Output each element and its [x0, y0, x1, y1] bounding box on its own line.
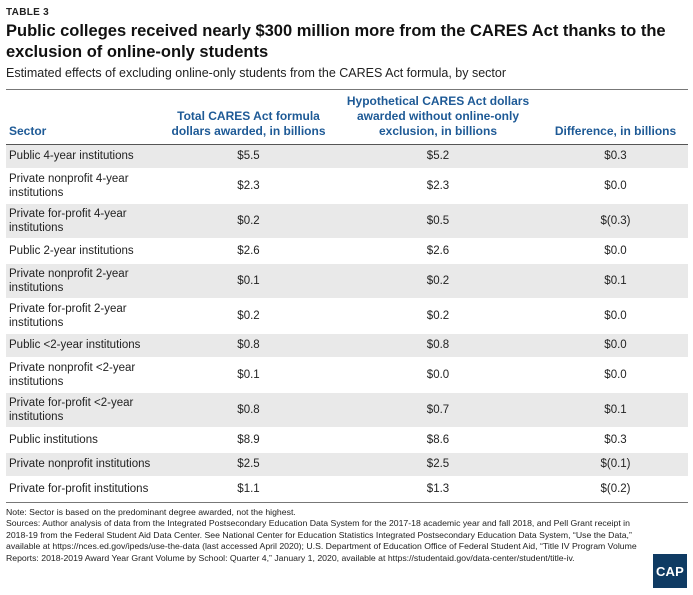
total-cell: $0.8: [237, 339, 260, 352]
difference-cell: $0.0: [604, 180, 627, 192]
column-header-hypothetical: Hypothetical CARES Act dollars awarded w…: [346, 93, 530, 138]
difference-cell: $0.0: [604, 309, 627, 322]
column-header-sector: Sector: [9, 123, 47, 138]
table-row: Private nonprofit 4-year institutions $2…: [6, 168, 688, 204]
top-divider: [6, 89, 688, 90]
table-header-row: Sector Total CARES Act formula dollars a…: [6, 90, 688, 144]
column-header-total: Total CARES Act formula dollars awarded,…: [171, 108, 326, 138]
table-row: Public <2-year institutions $0.8 $0.8 $0…: [6, 333, 688, 358]
sector-cell: Public 4-year institutions: [9, 150, 134, 163]
hypothetical-cell: $0.0: [426, 369, 450, 381]
hypothetical-cell: $0.7: [426, 404, 450, 416]
sector-cell: Private nonprofit <2-year institutions: [9, 362, 136, 388]
table-figure: TABLE 3 Public colleges received nearly …: [6, 7, 688, 564]
data-table: Sector Total CARES Act formula dollars a…: [6, 90, 688, 502]
sector-cell: Private nonprofit 2-year institutions: [9, 267, 129, 294]
hypothetical-cell: $0.2: [426, 309, 450, 322]
column-header-difference: Difference, in billions: [554, 123, 677, 138]
total-cell: $2.5: [237, 458, 260, 471]
sector-cell: Public <2-year institutions: [9, 339, 141, 352]
sector-cell: Private for-profit 2-year institutions: [9, 302, 127, 329]
total-cell: $0.8: [237, 404, 260, 416]
table-row: Private for-profit 2-year institutions $…: [6, 298, 688, 333]
total-cell: $5.5: [237, 150, 260, 163]
bottom-divider: [6, 501, 688, 503]
sector-cell: Private nonprofit institutions: [9, 458, 151, 471]
table-row: Public 2-year institutions $2.6 $2.6 $0.…: [6, 238, 688, 263]
total-cell: $2.3: [237, 180, 260, 192]
total-cell: $0.1: [237, 369, 260, 381]
notes-section: Note: Sector is based on the predominant…: [6, 507, 642, 565]
sector-cell: Private for-profit institutions: [9, 482, 149, 495]
page-title: Public colleges received nearly $300 mil…: [6, 22, 666, 61]
difference-cell: $0.3: [604, 150, 627, 163]
sector-cell: Private nonprofit 4-year institutions: [9, 173, 129, 199]
difference-cell: $(0.2): [600, 482, 631, 495]
difference-cell: $0.1: [604, 404, 627, 416]
sources-text: Sources: Author analysis of data from th…: [6, 518, 637, 563]
hypothetical-cell: $0.5: [426, 215, 450, 227]
table-row: Private for-profit <2-year institutions …: [6, 392, 688, 428]
hypothetical-cell: $5.2: [426, 150, 450, 163]
sector-cell: Private for-profit 4-year institutions: [9, 208, 127, 234]
difference-cell: $0.0: [604, 339, 627, 352]
total-cell: $0.2: [237, 215, 260, 227]
total-cell: $0.2: [237, 309, 260, 322]
difference-cell: $(0.1): [600, 458, 631, 471]
table-row: Private nonprofit <2-year institutions $…: [6, 357, 688, 393]
difference-cell: $0.3: [604, 433, 627, 446]
table-row: Public 4-year institutions $5.5 $5.2 $0.…: [6, 144, 688, 169]
difference-cell: $0.1: [604, 274, 627, 287]
difference-cell: $0.0: [604, 369, 627, 381]
sector-cell: Public institutions: [9, 433, 98, 446]
cap-logo: CAP: [653, 554, 687, 588]
hypothetical-cell: $0.2: [426, 274, 450, 287]
table-row: Private nonprofit 2-year institutions $0…: [6, 263, 688, 298]
note-text: Note: Sector is based on the predominant…: [6, 506, 296, 517]
table-row: Public institutions $8.9 $8.6 $0.3: [6, 427, 688, 452]
table-label: TABLE 3: [6, 7, 50, 18]
hypothetical-cell: $2.3: [426, 180, 450, 192]
table-row: Private nonprofit institutions $2.5 $2.5…: [6, 452, 688, 477]
hypothetical-cell: $1.3: [426, 482, 450, 495]
hypothetical-cell: $2.5: [426, 458, 450, 471]
total-cell: $1.1: [237, 482, 260, 495]
hypothetical-cell: $2.6: [426, 244, 450, 257]
hypothetical-cell: $8.6: [426, 433, 450, 446]
table-row: Private for-profit 4-year institutions $…: [6, 203, 688, 239]
total-cell: $8.9: [237, 433, 260, 446]
difference-cell: $0.0: [604, 244, 627, 257]
total-cell: $2.6: [237, 244, 260, 257]
subtitle: Estimated effects of excluding online-on…: [6, 66, 507, 80]
table-row: Private for-profit institutions $1.1 $1.…: [6, 476, 688, 501]
sector-cell: Public 2-year institutions: [9, 244, 134, 257]
difference-cell: $(0.3): [600, 215, 631, 227]
total-cell: $0.1: [237, 274, 260, 287]
hypothetical-cell: $0.8: [426, 339, 450, 352]
sector-cell: Private for-profit <2-year institutions: [9, 397, 134, 423]
